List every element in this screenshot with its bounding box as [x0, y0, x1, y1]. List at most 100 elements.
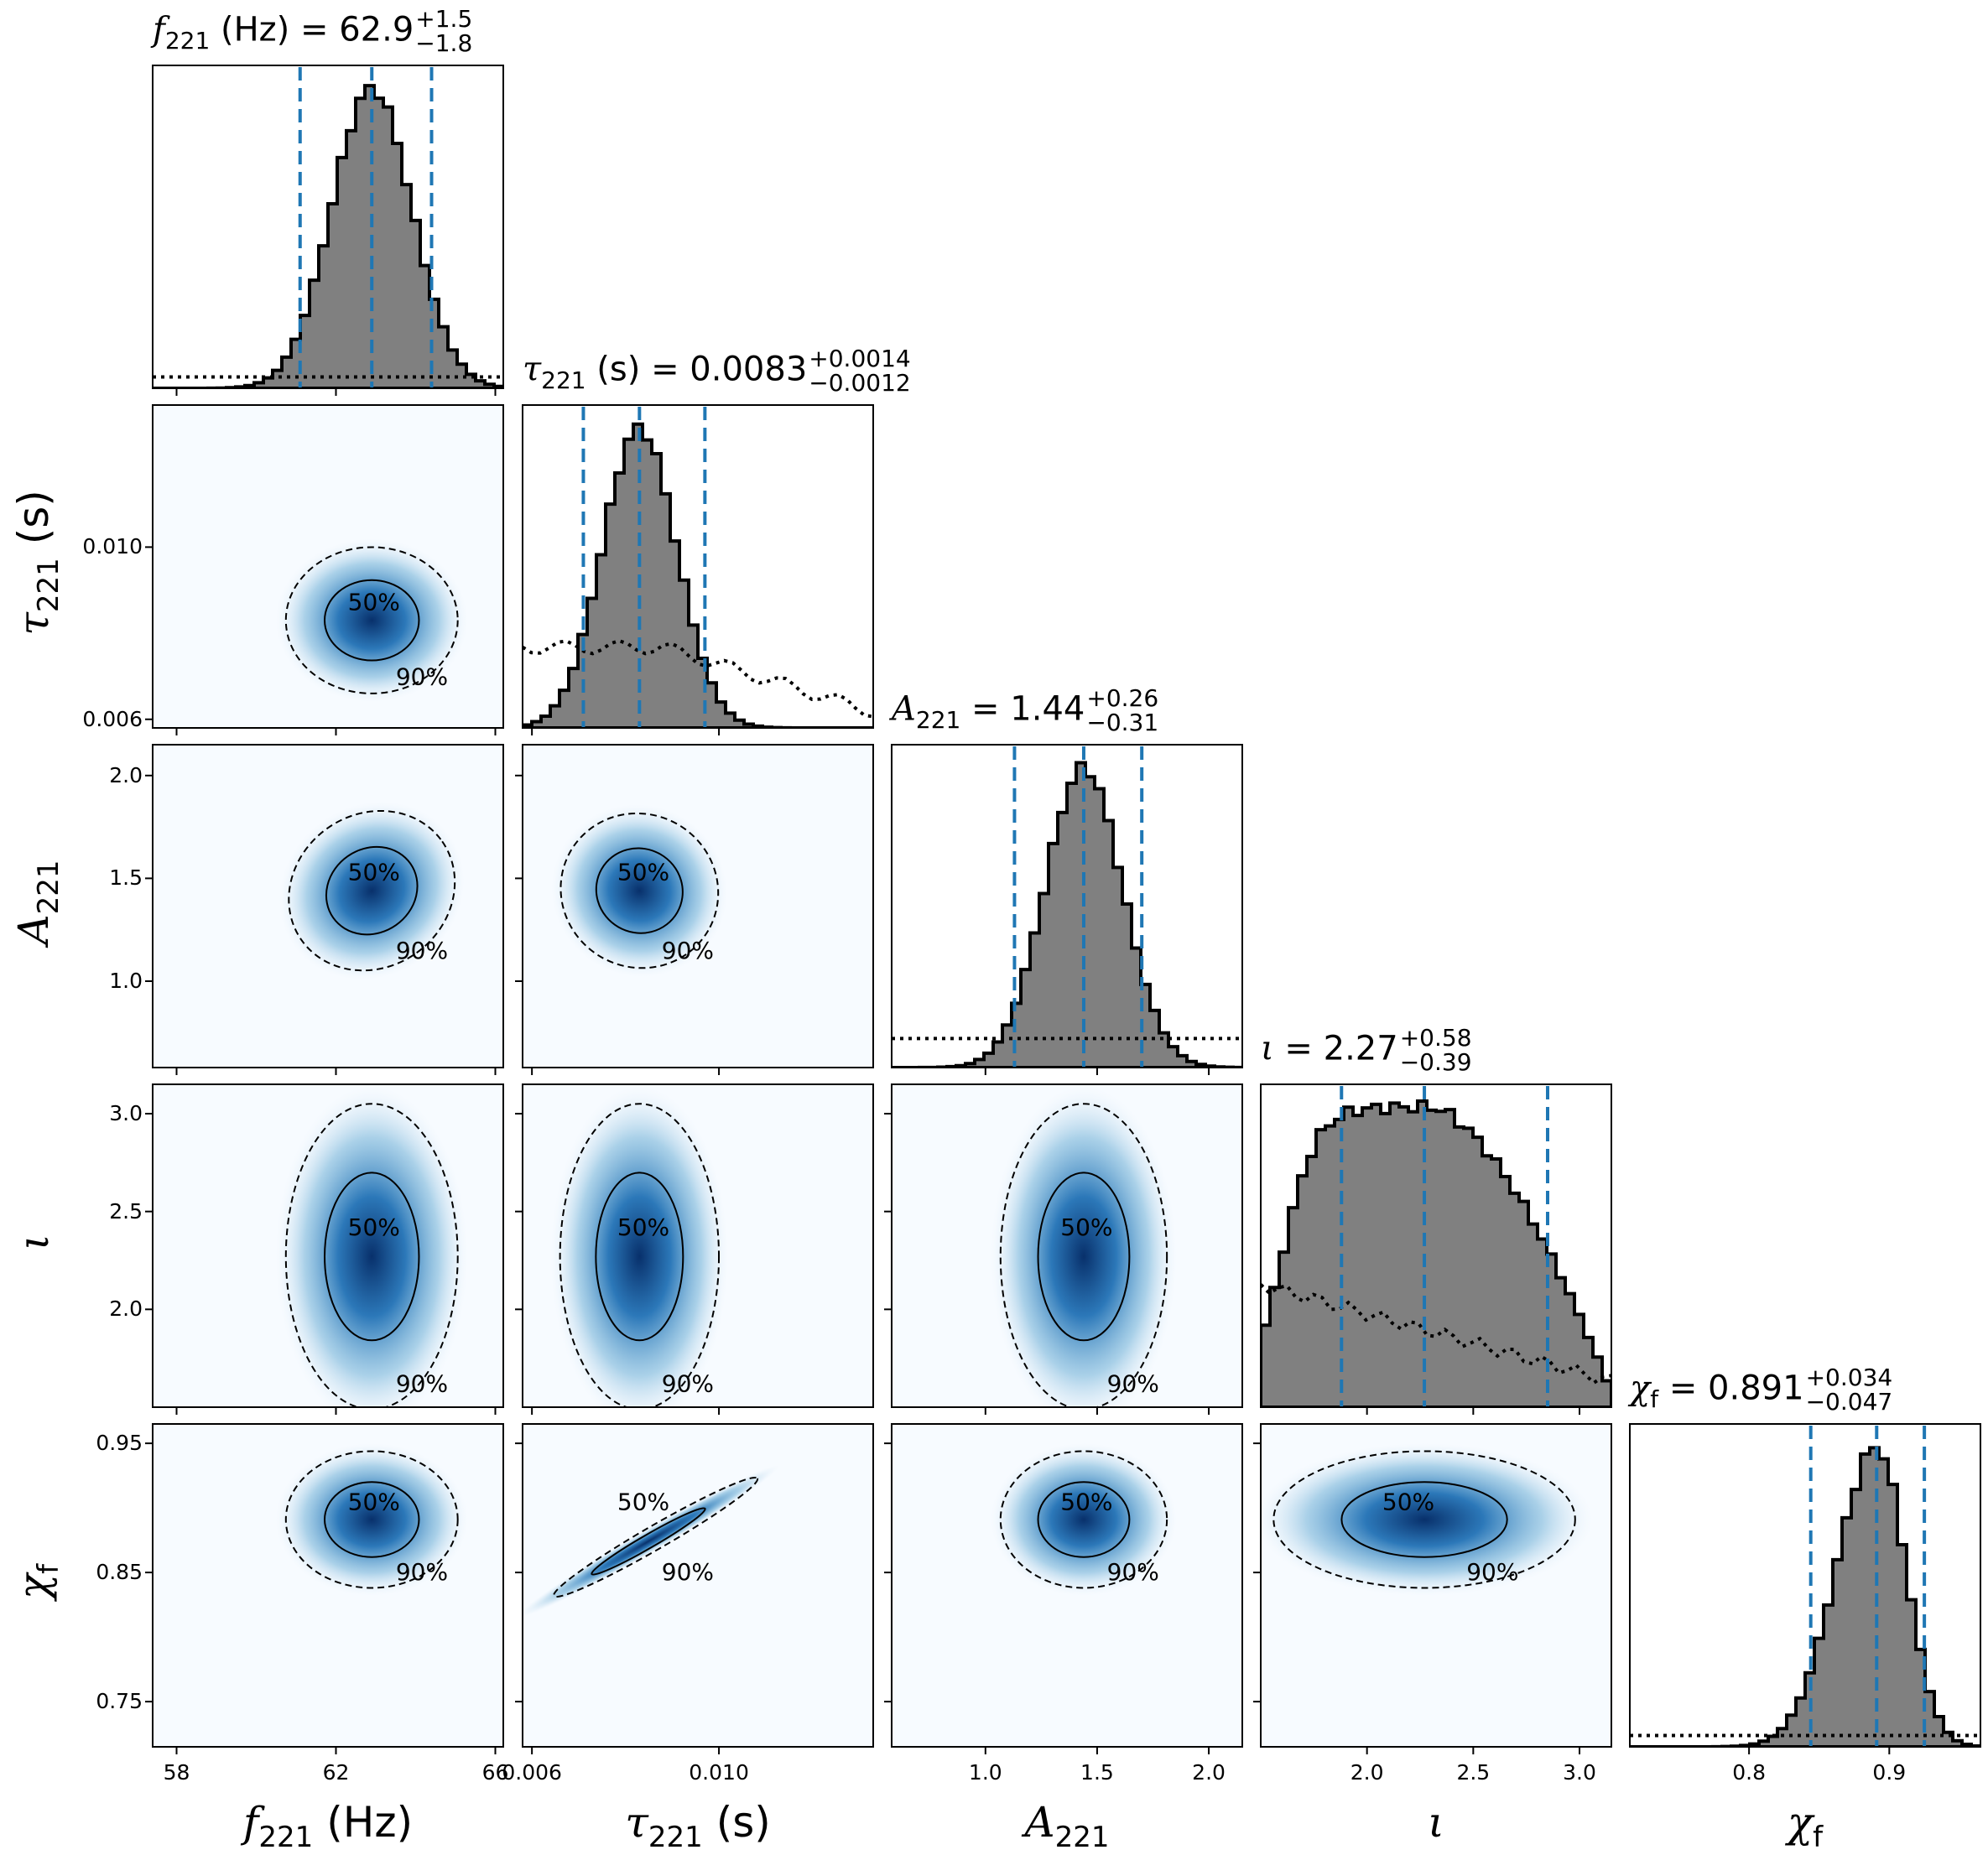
contour-50 — [1340, 1481, 1508, 1558]
contour-50 — [324, 1481, 420, 1558]
contour-label-50: 50% — [617, 1213, 669, 1241]
y-axis-label-chif: χf — [9, 1431, 65, 1733]
x-tick-label: 62 — [322, 1760, 350, 1785]
density-blob — [550, 1086, 729, 1407]
contour-label-90: 90% — [1466, 1558, 1518, 1586]
contour-label-50: 50% — [348, 1489, 400, 1516]
title-subscript: 221 — [915, 706, 961, 735]
panel-chif-vs-A221: 50% 90% — [884, 1423, 1243, 1754]
axis-label-symbol: τ — [9, 611, 58, 636]
axis-label-subscript: 221 — [32, 557, 65, 612]
title-plus: +0.58 — [1399, 1024, 1472, 1052]
x-tick-label: 58 — [163, 1760, 190, 1785]
x-axis-label-tau221: τ221 (s) — [489, 1801, 907, 1852]
x-tick-label: 0.006 — [502, 1760, 562, 1785]
contour-label-90: 90% — [396, 1558, 448, 1586]
y-tick-label: 0.006 — [82, 706, 143, 731]
panel-frame — [891, 1423, 1243, 1748]
contour-50 — [324, 1172, 420, 1342]
title-minus: −0.31 — [1086, 709, 1159, 737]
histogram-chif — [1630, 1446, 1980, 1747]
x-axis-label-f221: f221 (Hz) — [119, 1801, 537, 1852]
contour-label-90: 90% — [662, 1558, 714, 1586]
contour-label-50: 50% — [348, 588, 400, 616]
panel-f221-vs-f221 — [152, 65, 504, 396]
title-chif: χf = 0.891 +0.034 −0.047 — [1630, 1365, 1892, 1415]
contour-50 — [1037, 1481, 1131, 1558]
contour-label-50: 50% — [348, 1213, 400, 1241]
axis-label-subscript: 221 — [258, 1821, 314, 1854]
contour-label-90: 90% — [396, 663, 448, 691]
histogram-A221 — [892, 761, 1242, 1068]
panel-iota-vs-tau221: 50% 90% — [515, 1083, 874, 1415]
y-axis-label-tau221: τ221 (s) — [9, 412, 65, 714]
title-subscript: 221 — [541, 366, 586, 395]
title-value: = 0.891 — [1658, 1369, 1804, 1408]
contour-90 — [288, 809, 456, 972]
axis-label-subscript: f — [32, 1563, 65, 1574]
x-tick-label: 0.9 — [1872, 1760, 1907, 1785]
title-value: (s) = 0.0083 — [585, 350, 808, 389]
density-blob — [278, 801, 465, 980]
title-value: (Hz) = 62.9 — [210, 10, 414, 49]
density-blob — [523, 1465, 780, 1618]
y-tick-label: 2.0 — [109, 1296, 143, 1322]
panel-frame — [152, 744, 504, 1068]
contour-90 — [559, 1103, 721, 1407]
contour-label-50: 50% — [348, 858, 400, 886]
x-axis-label-A221: A221 — [858, 1801, 1276, 1852]
axis-label-subscript: 221 — [32, 860, 65, 914]
panel-chif-vs-f221: 50% 90% — [145, 1423, 504, 1754]
axis-label-subscript: 221 — [648, 1821, 703, 1854]
contour-90 — [284, 546, 459, 694]
contour-label-90: 90% — [396, 937, 448, 964]
title-symbol: χ — [1630, 1369, 1651, 1408]
x-tick-label: 1.5 — [1080, 1760, 1114, 1785]
contour-50 — [325, 845, 419, 936]
x-tick-label: 2.0 — [1192, 1760, 1226, 1785]
contour-label-50: 50% — [617, 858, 669, 886]
y-tick-label: 0.010 — [82, 534, 143, 559]
y-axis-label-iota: ι — [9, 1091, 58, 1393]
y-axis-label-A221: A221 — [9, 751, 65, 1053]
panel-chif-vs-chif — [1629, 1423, 1981, 1754]
contour-label-50: 50% — [1060, 1489, 1112, 1516]
axis-label-unit: (s) — [702, 1798, 771, 1847]
title-uncertainty: +0.26 −0.31 — [1086, 686, 1158, 735]
histogram-iota — [1261, 1099, 1611, 1407]
density-blob — [991, 1442, 1177, 1596]
axis-label-subscript: f — [1813, 1821, 1824, 1854]
x-axis-label-chif: χf — [1596, 1801, 1988, 1852]
contour-label-90: 90% — [662, 937, 714, 964]
axis-label-symbol: ι — [9, 1233, 58, 1250]
axis-label-symbol: A — [1024, 1798, 1055, 1847]
histogram-tau221 — [523, 422, 873, 728]
title-uncertainty: +1.5 −1.8 — [415, 7, 472, 56]
axis-label-subscript: 221 — [1054, 1821, 1110, 1854]
panel-frame — [522, 1083, 874, 1408]
contour-90 — [999, 1450, 1168, 1589]
x-tick-label: 66 — [481, 1760, 509, 1785]
contour-label-50: 50% — [1382, 1489, 1434, 1516]
title-plus: +0.0014 — [809, 345, 911, 372]
panel-frame — [522, 744, 874, 1068]
title-A221: A221 = 1.44 +0.26 −0.31 — [892, 686, 1158, 735]
y-tick-label: 1.5 — [109, 865, 143, 891]
title-f221: f221 (Hz) = 62.9 +1.5 −1.8 — [153, 7, 472, 56]
histogram-f221 — [153, 84, 503, 388]
panel-tau221-vs-tau221 — [522, 404, 874, 735]
panel-iota-vs-iota — [1260, 1083, 1612, 1415]
panel-A221-vs-A221 — [891, 744, 1243, 1075]
panel-tau221-vs-f221: 50% 90% — [145, 404, 504, 735]
y-tick-label: 0.75 — [96, 1689, 143, 1714]
axis-label-symbol: ι — [1428, 1798, 1444, 1847]
density-blob — [1261, 1442, 1593, 1596]
axis-label-symbol: f — [242, 1798, 259, 1847]
title-uncertainty: +0.58 −0.39 — [1400, 1026, 1472, 1075]
panel-frame — [152, 404, 504, 729]
axis-label-symbol: A — [9, 913, 58, 945]
title-symbol: τ — [523, 350, 542, 389]
y-tick-label: 3.0 — [109, 1101, 143, 1125]
y-tick-label: 2.5 — [109, 1198, 143, 1224]
